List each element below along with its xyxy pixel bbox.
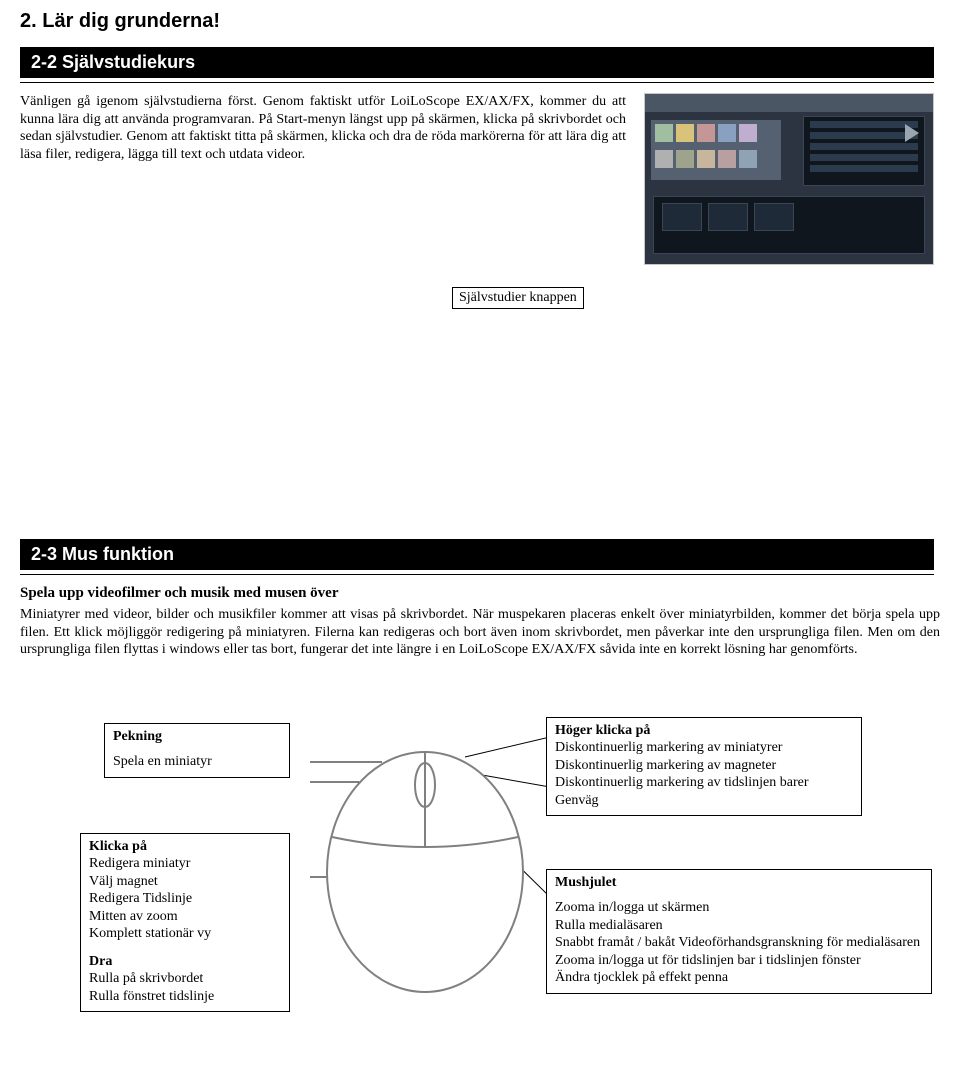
swatch bbox=[655, 150, 673, 168]
section-2-3-body: Miniatyrer med videor, bilder och musikf… bbox=[20, 606, 940, 659]
callout-line: Rulla på skrivbordet bbox=[89, 970, 281, 988]
callout-line: Komplett stationär vy bbox=[89, 925, 281, 943]
callout-selfstudy-button: Självstudier knappen bbox=[452, 287, 584, 309]
section-heading-2-3: 2-3 Mus funktion bbox=[20, 539, 934, 570]
section-heading-2-2: 2-2 Självstudiekurs bbox=[20, 47, 934, 78]
screenshot-palette bbox=[651, 120, 781, 180]
mouse-diagram-area: Pekning Spela en miniatyr Klicka på Redi… bbox=[20, 717, 934, 1047]
callout-title: Klicka på bbox=[89, 838, 281, 856]
spacer bbox=[20, 309, 940, 539]
callout-line: Ändra tjocklek på effekt penna bbox=[555, 969, 923, 987]
callout-title: Höger klicka på bbox=[555, 722, 853, 740]
swatch bbox=[676, 124, 694, 142]
swatch bbox=[718, 150, 736, 168]
callout-line: Spela en miniatyr bbox=[113, 753, 281, 771]
section-underline bbox=[20, 574, 934, 575]
mouse-icon bbox=[310, 727, 550, 1027]
callout-click: Klicka på Redigera miniatyr Välj magnet … bbox=[80, 833, 290, 1013]
callout-line: Zooma in/logga ut skärmen bbox=[555, 899, 923, 917]
callout-line: Diskontinuerlig markering av magneter bbox=[555, 757, 853, 775]
section-2-3-subheading: Spela upp videofilmer och musik med muse… bbox=[20, 585, 940, 602]
swatch bbox=[697, 124, 715, 142]
swatch bbox=[739, 150, 757, 168]
callout-line: Diskontinuerlig markering av miniatyrer bbox=[555, 739, 853, 757]
callout-title: Dra bbox=[89, 953, 281, 971]
callout-line: Rulla fönstret tidslinje bbox=[89, 988, 281, 1006]
callout-right-click: Höger klicka på Diskontinuerlig markerin… bbox=[546, 717, 862, 817]
screenshot-thumb bbox=[662, 203, 702, 231]
callout-line: Rulla medialäsaren bbox=[555, 917, 923, 935]
screenshot-titlebar bbox=[645, 94, 933, 112]
callout-line: Välj magnet bbox=[89, 873, 281, 891]
app-screenshot bbox=[644, 93, 934, 265]
screenshot-thumb bbox=[708, 203, 748, 231]
callout-line: Zooma in/logga ut för tidslinjen bar i t… bbox=[555, 952, 923, 970]
callout-wheel: Mushjulet Zooma in/logga ut skärmen Rull… bbox=[546, 869, 932, 994]
callout-line: Mitten av zoom bbox=[89, 908, 281, 926]
callout-pointing: Pekning Spela en miniatyr bbox=[104, 723, 290, 778]
callout-line: Genväg bbox=[555, 792, 853, 810]
callout-line: Diskontinuerlig markering av tidslinjen … bbox=[555, 774, 853, 792]
callout-title: Pekning bbox=[113, 728, 281, 746]
page-title: 2. Lär dig grunderna! bbox=[20, 10, 940, 33]
section-2-2-row: Vänligen gå igenom självstudierna först.… bbox=[20, 93, 934, 265]
section-2-2-intro: Vänligen gå igenom självstudierna först.… bbox=[20, 93, 626, 265]
callout-line: Snabbt framåt / bakåt Videoförhandsgrans… bbox=[555, 934, 923, 952]
play-icon bbox=[905, 124, 919, 142]
screenshot-thumb bbox=[754, 203, 794, 231]
callout-title: Mushjulet bbox=[555, 874, 923, 892]
swatch bbox=[655, 124, 673, 142]
swatch bbox=[676, 150, 694, 168]
screenshot-timeline bbox=[653, 196, 925, 254]
swatch bbox=[697, 150, 715, 168]
section-underline bbox=[20, 82, 934, 83]
callout-line: Redigera Tidslinje bbox=[89, 890, 281, 908]
swatch bbox=[718, 124, 736, 142]
callout-line: Redigera miniatyr bbox=[89, 855, 281, 873]
swatch bbox=[739, 124, 757, 142]
